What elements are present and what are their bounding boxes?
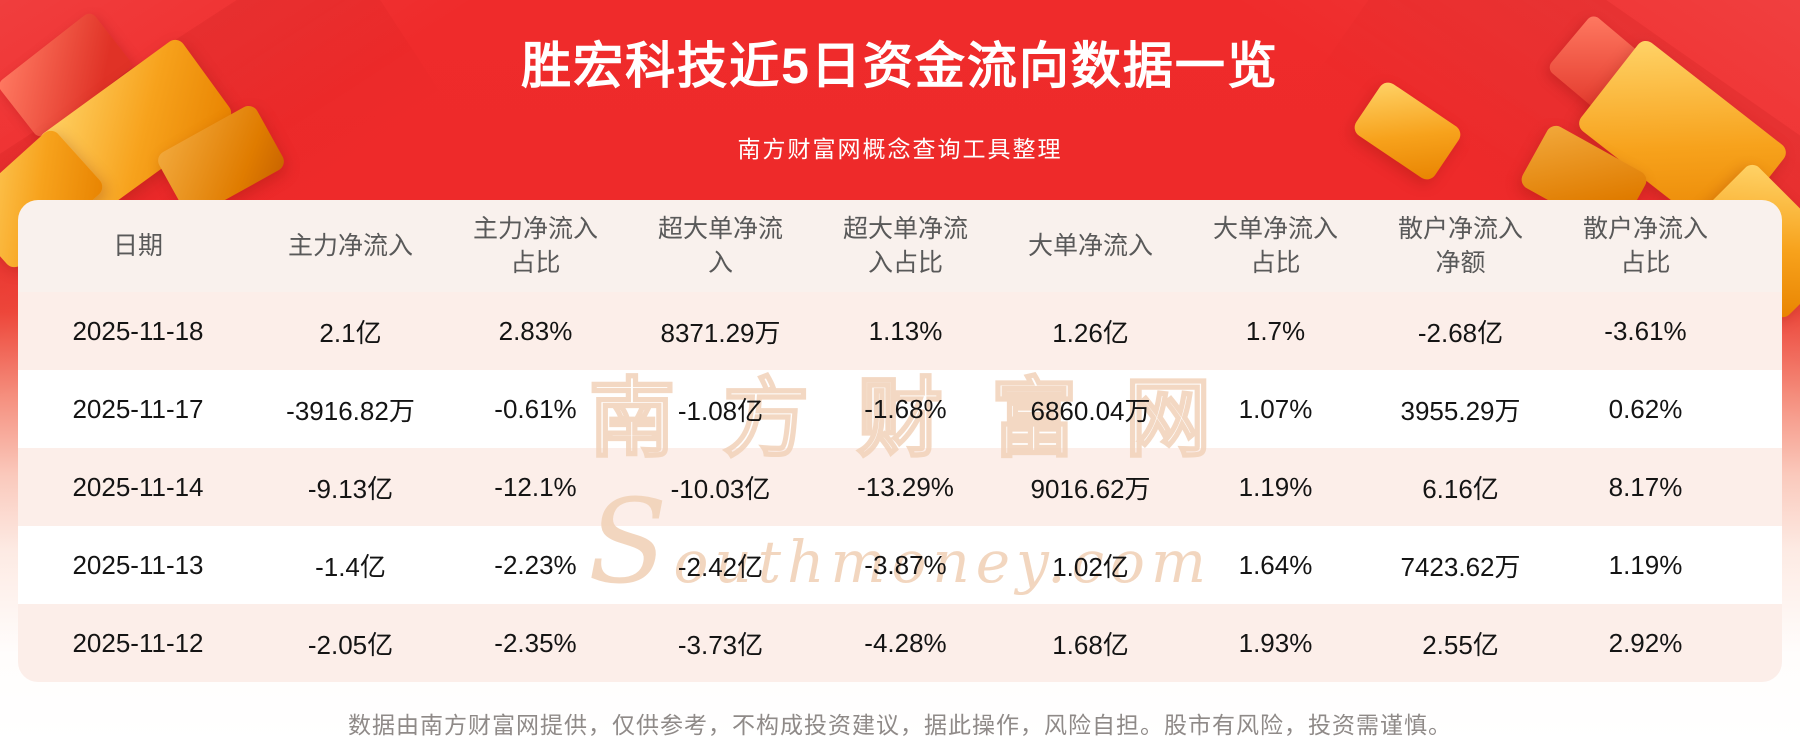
value-cell: 7423.62万 [1400,551,1521,582]
column-header: 日期 [112,232,163,260]
value-cell: -1.68% [864,393,947,424]
table-row: 2025-11-18 2.1亿 2.83% 8371.29万 1.13% 1.26亿 1.7… [18,292,1782,370]
value-cell: -3.73亿 [677,629,764,660]
value-cell: 2.83% [498,315,573,346]
value-cell: 6.16亿 [1422,473,1499,504]
value-cell: -2.35% [494,627,577,658]
value-cell: -13.29% [857,471,954,502]
value-cell: 2.92% [1608,627,1683,658]
date-cell: 2025-11-17 [72,393,204,424]
date-cell: 2025-11-13 [72,549,204,580]
value-cell: 2.1亿 [319,317,382,348]
page-subtitle: 南方财富网概念查询工具整理 [737,136,1063,162]
disclaimer-text: 数据由南方财富网提供，仅供参考，不构成投资建议，据此操作，风险自担。股市有风险，… [348,712,1452,738]
value-cell: 2.55亿 [1422,629,1499,660]
column-header: 大单净流入 [1027,232,1153,260]
column-header: 主力净流入 [287,232,413,260]
value-cell: 9016.62万 [1030,473,1151,504]
table-row: 2025-11-13 -1.4亿 -2.23% -2.42亿 -3.87% 1.02亿 1.… [18,526,1782,604]
value-cell: 1.68亿 [1052,629,1129,660]
value-cell: 1.19% [1238,471,1313,502]
table-body: 2025-11-18 2.1亿 2.83% 8371.29万 1.13% 1.26亿 1.7… [18,292,1782,682]
value-cell: -4.28% [864,627,947,658]
date-cell: 2025-11-14 [72,471,204,502]
table-row: 2025-11-12 -2.05亿 -2.35% -3.73亿 -4.28% 1.68亿 1… [18,604,1782,682]
value-cell: -9.13亿 [307,473,394,504]
table-row: 2025-11-17 -3916.82万 -0.61% -1.08亿 -1.68% 686… [18,370,1782,448]
column-header: 散户净流入占比 [1582,215,1708,277]
value-cell: -1.08亿 [677,395,764,426]
value-cell: -10.03亿 [670,473,771,504]
column-header: 散户净流入净额 [1397,215,1523,277]
value-cell: -2.23% [494,549,577,580]
value-cell: 1.64% [1238,549,1313,580]
page-title: 胜宏科技近5日资金流向数据一览 [521,38,1279,94]
column-header: 超大单净流入 [657,215,783,277]
value-cell: 1.02亿 [1052,551,1129,582]
value-cell: 1.93% [1238,627,1313,658]
table-row: 2025-11-14 -9.13亿 -12.1% -10.03亿 -13.29% 9016… [18,448,1782,526]
value-cell: -2.42亿 [677,551,764,582]
value-cell: -3.61% [1604,315,1687,346]
value-cell: 1.07% [1238,393,1313,424]
value-cell: 3955.29万 [1400,395,1521,426]
column-header: 主力净流入占比 [472,215,598,277]
value-cell: 1.19% [1608,549,1683,580]
value-cell: -0.61% [494,393,577,424]
value-cell: -2.68亿 [1417,317,1504,348]
value-cell: 0.62% [1608,393,1683,424]
date-cell: 2025-11-18 [72,315,204,346]
value-cell: -2.05亿 [307,629,394,660]
fund-flow-table: 南方财富网 Southmoney.com 日期主力净流入主力净流入占比超大单净流… [18,200,1782,682]
value-cell: 1.7% [1245,315,1306,346]
value-cell: 1.26亿 [1052,317,1129,348]
value-cell: -1.4亿 [315,551,386,582]
value-cell: -3.87% [864,549,947,580]
column-header: 超大单净流入占比 [842,215,968,277]
value-cell: 8371.29万 [660,317,781,348]
value-cell: -3916.82万 [286,395,415,426]
date-cell: 2025-11-12 [72,627,204,658]
value-cell: 8.17% [1608,471,1683,502]
value-cell: -12.1% [494,471,577,502]
value-cell: 1.13% [868,315,943,346]
value-cell: 6860.04万 [1030,395,1151,426]
table-header-row: 日期 主力净流入 主力净流入占比 超大单净流入 超大单净流入占比 大单净流入 大单净流入占比… [18,200,1782,292]
column-header: 大单净流入占比 [1212,215,1338,277]
